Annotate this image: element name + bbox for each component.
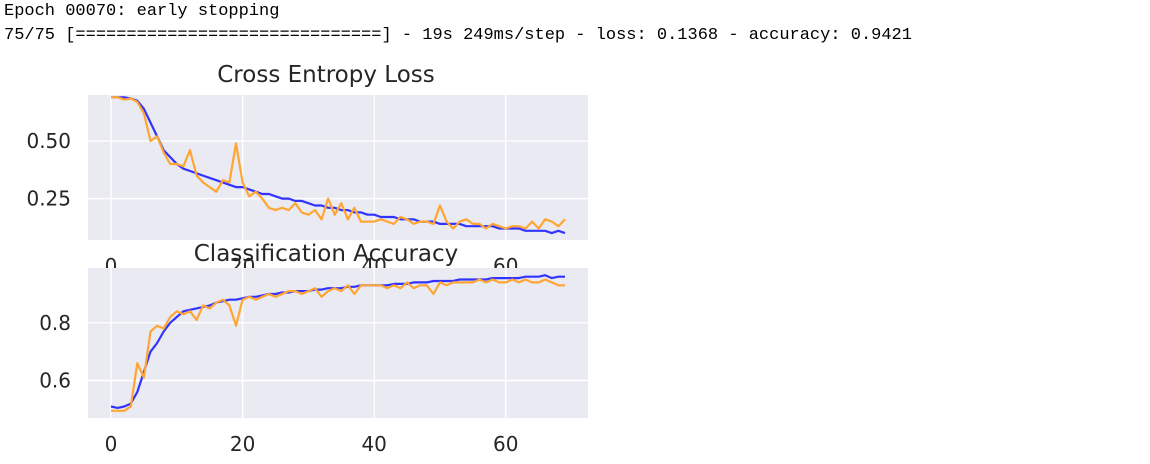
training-progress-line: 75/75 [==============================] -… — [4, 26, 912, 45]
chart-title: Classification Accuracy — [194, 241, 459, 267]
early-stopping-message: Epoch 00070: early stopping — [4, 2, 280, 21]
x-tick-label: 60 — [493, 432, 518, 456]
y-tick-label: 0.50 — [26, 129, 71, 153]
y-tick-label: 0.25 — [26, 187, 71, 211]
series-line-2 — [111, 96, 566, 230]
chart-accuracy: 0.6 0.8 0 20 40 60 Classification Accuracy — [39, 241, 588, 456]
series-line-2 — [111, 278, 565, 412]
y-tick-label: 0.6 — [39, 369, 71, 393]
y-tick-label: 0.8 — [39, 311, 71, 335]
x-tick-label: 40 — [361, 432, 386, 456]
x-tick-label: 0 — [105, 432, 118, 456]
series-line-1 — [110, 274, 565, 409]
console-output: Epoch 00070: early stopping 75/75 [======… — [4, 0, 912, 48]
plot-area — [88, 95, 588, 240]
plot-area — [88, 268, 588, 418]
x-tick-label: 20 — [230, 432, 255, 456]
chart-title: Cross Entropy Loss — [217, 62, 434, 88]
